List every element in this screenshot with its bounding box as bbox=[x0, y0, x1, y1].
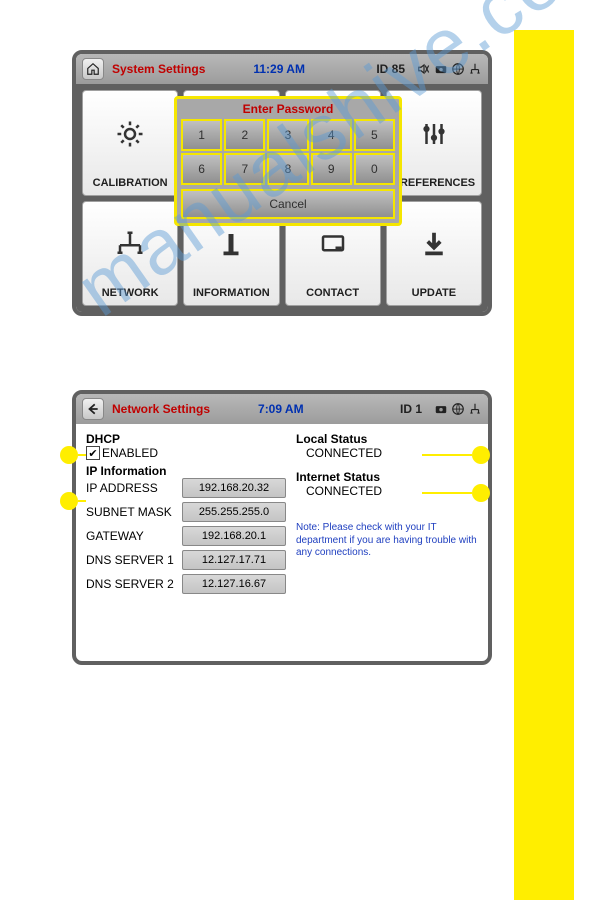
id-label: ID 85 bbox=[376, 62, 405, 76]
download-icon bbox=[419, 229, 449, 259]
muted-icon bbox=[417, 62, 431, 76]
contact-icon bbox=[318, 229, 348, 259]
row-ip: IP ADDRESS 192.168.20.32 bbox=[86, 478, 286, 498]
lbl-subnet: SUBNET MASK bbox=[86, 505, 178, 519]
key-5[interactable]: 5 bbox=[354, 119, 395, 151]
lbl-gateway: GATEWAY bbox=[86, 529, 178, 543]
val-ip[interactable]: 192.168.20.32 bbox=[182, 478, 286, 498]
window-title: Network Settings bbox=[112, 402, 210, 416]
key-7[interactable]: 7 bbox=[224, 153, 265, 185]
tile-label: CONTACT bbox=[306, 287, 359, 299]
lbl-ip: IP ADDRESS bbox=[86, 481, 178, 495]
titlebar: Network Settings 7:09 AM ID 1 bbox=[76, 394, 488, 424]
network-right: Local Status CONNECTED Internet Status C… bbox=[296, 432, 478, 653]
tile-network[interactable]: NETWORK bbox=[82, 201, 178, 307]
gear-icon bbox=[115, 119, 145, 149]
status-icons bbox=[417, 62, 482, 76]
key-2[interactable]: 2 bbox=[224, 119, 265, 151]
network-tile-icon bbox=[115, 229, 145, 259]
keypad-grid: 1 2 3 4 5 6 7 8 9 0 bbox=[177, 119, 399, 185]
val-subnet[interactable]: 255.255.255.0 bbox=[182, 502, 286, 522]
network-note: Note: Please check with your IT departme… bbox=[296, 522, 478, 560]
key-4[interactable]: 4 bbox=[311, 119, 352, 151]
key-3[interactable]: 3 bbox=[267, 119, 308, 151]
tile-label: UPDATE bbox=[412, 287, 456, 299]
lbl-dns1: DNS SERVER 1 bbox=[86, 553, 178, 567]
key-6[interactable]: 6 bbox=[181, 153, 222, 185]
key-0[interactable]: 0 bbox=[354, 153, 395, 185]
callout-dot bbox=[60, 446, 78, 464]
callout-tick bbox=[78, 500, 86, 502]
sliders-icon bbox=[419, 119, 449, 149]
clock: 7:09 AM bbox=[258, 402, 304, 416]
callout-tick bbox=[422, 454, 472, 456]
local-status-label: Local Status bbox=[296, 432, 478, 446]
keypad-cancel-button[interactable]: Cancel bbox=[181, 189, 395, 219]
info-icon bbox=[216, 229, 246, 259]
tile-calibration[interactable]: CALIBRATION bbox=[82, 90, 178, 196]
password-keypad: Enter Password 1 2 3 4 5 6 7 8 9 0 Cance… bbox=[174, 96, 402, 226]
tile-label: INFORMATION bbox=[193, 287, 270, 299]
dhcp-checkbox[interactable]: ✔ bbox=[86, 446, 100, 460]
callout-tick bbox=[78, 454, 86, 456]
home-button[interactable] bbox=[82, 58, 104, 80]
val-dns2[interactable]: 12.127.16.67 bbox=[182, 574, 286, 594]
dhcp-row: ✔ ENABLED bbox=[86, 446, 286, 460]
internet-status-label: Internet Status bbox=[296, 470, 478, 484]
system-settings-window: System Settings 11:29 AM ID 85 CALIBRATI… bbox=[72, 50, 492, 316]
titlebar: System Settings 11:29 AM ID 85 bbox=[76, 54, 488, 84]
key-8[interactable]: 8 bbox=[267, 153, 308, 185]
callout-dot bbox=[60, 492, 78, 510]
dhcp-enabled-label: ENABLED bbox=[102, 446, 158, 460]
dhcp-heading: DHCP bbox=[86, 432, 286, 446]
network-icon bbox=[468, 402, 482, 416]
globe-icon bbox=[451, 402, 465, 416]
tile-label: CALIBRATION bbox=[93, 177, 168, 189]
key-1[interactable]: 1 bbox=[181, 119, 222, 151]
lbl-dns2: DNS SERVER 2 bbox=[86, 577, 178, 591]
callout-dot bbox=[472, 446, 490, 464]
key-9[interactable]: 9 bbox=[311, 153, 352, 185]
camera-icon bbox=[434, 402, 448, 416]
status-icons bbox=[434, 402, 482, 416]
network-left: DHCP ✔ ENABLED IP Information IP ADDRESS… bbox=[86, 432, 286, 653]
val-dns1[interactable]: 12.127.17.71 bbox=[182, 550, 286, 570]
camera-icon bbox=[434, 62, 448, 76]
tile-label: NETWORK bbox=[102, 287, 159, 299]
globe-icon bbox=[451, 62, 465, 76]
val-gateway[interactable]: 192.168.20.1 bbox=[182, 526, 286, 546]
back-button[interactable] bbox=[82, 398, 104, 420]
callout-dot bbox=[472, 484, 490, 502]
row-gateway: GATEWAY 192.168.20.1 bbox=[86, 526, 286, 546]
ipinfo-heading: IP Information bbox=[86, 464, 286, 478]
keypad-title: Enter Password bbox=[177, 99, 399, 119]
network-settings-window: Network Settings 7:09 AM ID 1 DHCP ✔ ENA… bbox=[72, 390, 492, 665]
id-label: ID 1 bbox=[400, 402, 422, 416]
callout-tick bbox=[422, 492, 472, 494]
clock: 11:29 AM bbox=[253, 62, 305, 76]
side-yellow-bar bbox=[514, 30, 574, 900]
row-subnet: SUBNET MASK 255.255.255.0 bbox=[86, 502, 286, 522]
row-dns1: DNS SERVER 1 12.127.17.71 bbox=[86, 550, 286, 570]
network-icon bbox=[468, 62, 482, 76]
local-status-value: CONNECTED bbox=[306, 446, 478, 460]
tile-label: PREFERENCES bbox=[393, 177, 476, 189]
internet-status-value: CONNECTED bbox=[306, 484, 478, 498]
window-title: System Settings bbox=[112, 62, 205, 76]
row-dns2: DNS SERVER 2 12.127.16.67 bbox=[86, 574, 286, 594]
network-body: DHCP ✔ ENABLED IP Information IP ADDRESS… bbox=[76, 424, 488, 661]
